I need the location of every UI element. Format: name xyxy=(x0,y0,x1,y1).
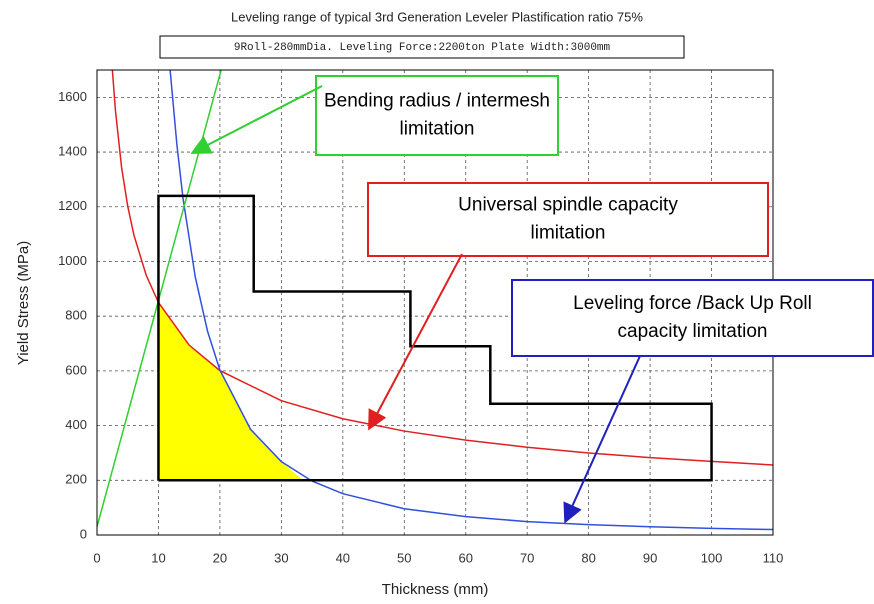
y-tick-label: 0 xyxy=(80,526,87,541)
annotation-box xyxy=(367,182,769,257)
annotation-text: limitation xyxy=(531,223,606,244)
arrow xyxy=(563,355,641,524)
annotations: Bending radius / intermesh limitation Univ… xyxy=(315,75,874,357)
x-tick-label: 10 xyxy=(151,550,165,565)
line xyxy=(111,70,773,466)
y-tick-label: 800 xyxy=(65,308,87,323)
y-tick-label: 1400 xyxy=(58,143,87,158)
annotation-text: limitation xyxy=(400,119,475,140)
x-tick-label: 60 xyxy=(458,550,472,565)
subtitle-box xyxy=(159,35,685,59)
x-tick-label: 20 xyxy=(213,550,227,565)
x-axis-label: Thickness (mm) xyxy=(382,581,489,598)
y-tick-label: 1000 xyxy=(58,253,87,268)
annotation-text: Universal spindle capacity xyxy=(458,195,678,216)
line xyxy=(157,194,713,482)
subtitle: 9Roll-280mmDia. Leveling Force:2200ton P… xyxy=(234,42,611,54)
annotation-box xyxy=(315,75,559,156)
x-tick-label: 100 xyxy=(701,550,723,565)
y-tick-label: 600 xyxy=(65,362,87,377)
x-tick-label: 0 xyxy=(93,550,100,565)
x-tick-label: 30 xyxy=(274,550,288,565)
x-tick-label: 40 xyxy=(336,550,350,565)
arrow xyxy=(190,85,323,154)
y-tick-label: 200 xyxy=(65,472,87,487)
y-tick-label: 400 xyxy=(65,417,87,432)
x-tick-label: 110 xyxy=(763,550,784,565)
annotation-text: Bending radius / intermesh xyxy=(324,91,550,112)
annotation-box xyxy=(511,279,874,357)
annotation-text: capacity limitation xyxy=(618,321,768,342)
arrow xyxy=(368,253,463,431)
x-tick-label: 70 xyxy=(520,550,534,565)
annotation-text: Leveling force /Back Up Roll xyxy=(573,293,812,314)
x-tick-label: 50 xyxy=(397,550,411,565)
x-tick-label: 80 xyxy=(581,550,595,565)
y-tick-label: 1600 xyxy=(58,89,87,104)
x-tick-label: 90 xyxy=(643,550,657,565)
y-axis-label: Yield Stress (MPa) xyxy=(15,241,32,365)
y-tick-label: 1200 xyxy=(58,198,87,213)
chart-title: Leveling range of typical 3rd Generation… xyxy=(231,9,643,24)
plot-area xyxy=(97,70,773,531)
